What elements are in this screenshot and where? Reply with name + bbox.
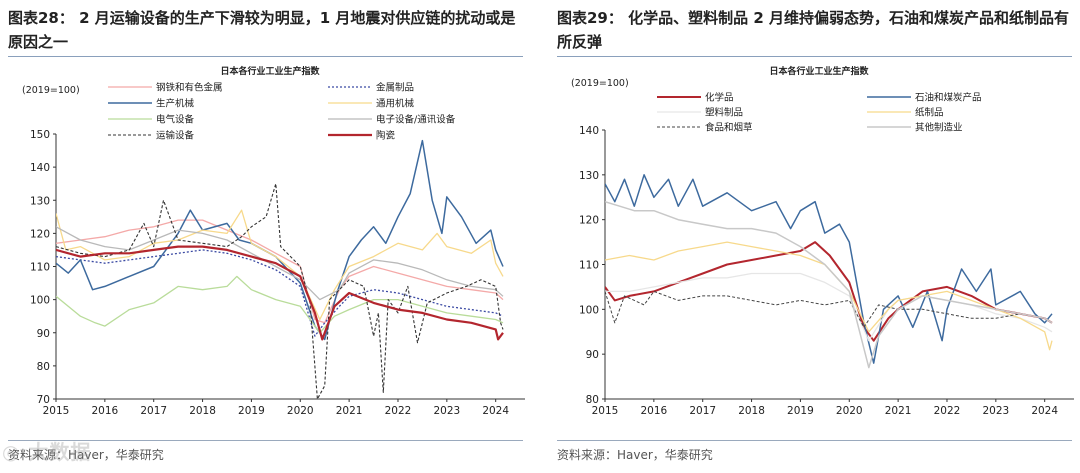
x-tick-label: 2015	[43, 405, 70, 417]
y-tick-label: 90	[37, 328, 50, 340]
series-line	[56, 139, 504, 341]
x-tick-label: 2022	[934, 405, 961, 417]
x-tick-label: 2020	[836, 405, 863, 417]
legend-label: 钢铁和有色金属	[156, 82, 223, 94]
series-line	[56, 245, 504, 341]
x-tick-label: 2018	[738, 405, 765, 417]
legend-label: 塑料制品	[705, 107, 743, 119]
legend-label: 食品和烟草	[705, 122, 753, 134]
x-tick-label: 2023	[982, 405, 1009, 417]
chart-title: 日本各行业工业生产指数	[769, 65, 869, 77]
y-tick-label: 120	[579, 215, 599, 227]
source-rule	[557, 440, 1072, 441]
x-tick-label: 2018	[189, 405, 216, 417]
series-line	[605, 174, 1053, 364]
line-chart: 日本各行业工业生产指数 (2019=100) 70 80 90 100 110 120 130 1…	[22, 65, 525, 417]
legend-label: 陶瓷	[376, 130, 396, 142]
y-tick-label: 120	[30, 228, 50, 240]
title-rule	[8, 56, 523, 57]
watermark-logo: ◎ 大数据	[2, 440, 92, 464]
series-line	[56, 275, 504, 334]
y-tick-label: 140	[579, 125, 599, 137]
y-tick-label: 70	[37, 394, 50, 406]
x-tick-label: 2023	[433, 405, 460, 417]
right-panel: 图表29： 化学品、塑料制品 2 月维持偏弱态势，石油和煤炭产品和纸制品有所反弹…	[549, 0, 1079, 473]
legend-label: 运输设备	[156, 130, 195, 142]
series-line	[605, 241, 1053, 342]
title-rule	[557, 56, 1072, 57]
x-tick-label: 2022	[385, 405, 412, 417]
series-line	[605, 200, 1053, 369]
legend-label: 电子设备/通讯设备	[376, 114, 456, 126]
figure-title: 图表29： 化学品、塑料制品 2 月维持偏弱态势，石油和煤炭产品和纸制品有所反弹	[557, 9, 1069, 51]
y-tick-label: 150	[30, 129, 50, 141]
y-tick-label: 130	[579, 170, 599, 182]
x-tick-label: 2024	[482, 405, 509, 417]
legend-label: 其他制造业	[915, 122, 963, 134]
x-tick-label: 2016	[91, 405, 118, 417]
x-tick-label: 2021	[336, 405, 363, 417]
x-tick-label: 2016	[640, 405, 667, 417]
x-tick-label: 2020	[287, 405, 314, 417]
line-chart: 日本各行业工业生产指数 (2019=100) 80 90 100 110 120 130 140…	[571, 65, 1074, 417]
x-tick-label: 2015	[592, 405, 619, 417]
series-line	[605, 241, 1053, 351]
y-tick-label: 100	[30, 295, 50, 307]
chart-title: 日本各行业工业生产指数	[220, 65, 320, 77]
legend-label: 纸制品	[915, 107, 944, 119]
legend-label: 化学品	[705, 92, 734, 104]
figure-title: 图表28： 2 月运输设备的生产下滑较为明显，1 月地震对供应链的扰动或是原因之…	[8, 9, 516, 51]
y-tick-label: 100	[579, 304, 599, 316]
unit-label: (2019=100)	[22, 85, 80, 96]
legend-label: 通用机械	[376, 98, 415, 110]
left-panel: 图表28： 2 月运输设备的生产下滑较为明显，1 月地震对供应链的扰动或是原因之…	[0, 0, 530, 473]
series-line	[56, 226, 504, 301]
y-tick-label: 80	[37, 361, 50, 373]
source-rule	[8, 440, 523, 441]
y-tick-label: 130	[30, 195, 50, 207]
y-tick-label: 140	[30, 162, 50, 174]
source-note: 资料来源：Haver，华泰研究	[557, 448, 713, 462]
y-tick-label: 110	[30, 262, 50, 274]
x-tick-label: 2021	[885, 405, 912, 417]
legend-label: 电气设备	[156, 114, 195, 126]
unit-label: (2019=100)	[571, 78, 629, 89]
series-line	[605, 272, 1053, 342]
x-tick-label: 2024	[1031, 405, 1058, 417]
y-tick-label: 90	[586, 349, 599, 361]
y-tick-label: 110	[579, 260, 599, 272]
legend-label: 金属制品	[376, 82, 414, 94]
x-tick-label: 2019	[787, 405, 814, 417]
legend-label: 石油和煤炭产品	[915, 92, 982, 104]
series-line	[56, 249, 504, 337]
legend-label: 生产机械	[156, 98, 195, 110]
series-line	[56, 183, 504, 399]
y-tick-label: 80	[586, 394, 599, 406]
x-tick-label: 2017	[140, 405, 167, 417]
source-note: 资料来源：Haver，华泰研究	[8, 448, 164, 462]
x-tick-label: 2017	[689, 405, 716, 417]
x-tick-label: 2019	[238, 405, 265, 417]
